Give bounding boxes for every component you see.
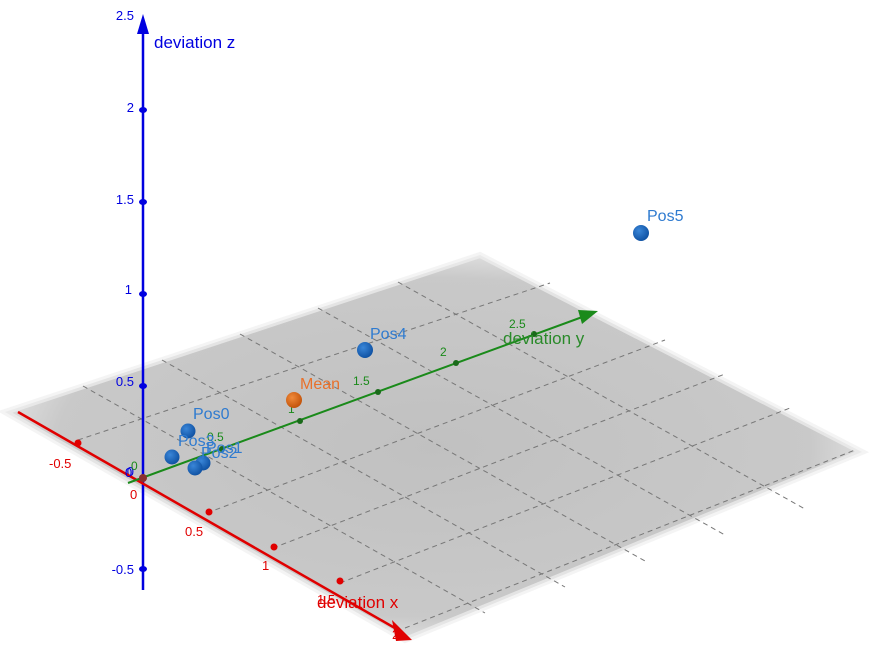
y-tick-label: 0.5 xyxy=(207,430,224,444)
point-pos5[interactable] xyxy=(633,225,649,241)
y-axis-arrow-icon xyxy=(578,310,598,324)
x-axis-label: deviation x xyxy=(317,593,399,612)
point-label-pos1: Pos1 xyxy=(206,440,243,457)
z-tick-label: 1.5 xyxy=(116,192,134,207)
grid-lines xyxy=(77,281,856,629)
z-axis-label: deviation z xyxy=(154,33,235,52)
z-tick-label: 2.5 xyxy=(116,8,134,23)
y-axis: 0 0.5 1 1.5 2 2.5 deviation y xyxy=(127,310,598,484)
y-tick-label: 2.5 xyxy=(509,317,526,331)
z-tick-label: -0.5 xyxy=(112,562,134,577)
z-tick-label: 1 xyxy=(125,282,132,297)
point-pos3[interactable] xyxy=(164,449,180,465)
z-tick-label: 0 xyxy=(127,464,134,479)
z-axis-arrow-icon xyxy=(137,14,149,34)
point-label-pos2: Pos2 xyxy=(201,445,238,462)
y-tick-label: 1 xyxy=(288,402,295,416)
z-tick-label: 2 xyxy=(127,100,134,115)
z-axis: -0.5 0 0.5 1 1.5 2 2.5 deviation z xyxy=(112,8,235,590)
y-axis-label: deviation y xyxy=(503,329,585,348)
x-tick-label: 1 xyxy=(262,558,269,573)
point-pos4[interactable] xyxy=(357,342,373,358)
point-label-pos4: Pos4 xyxy=(370,326,407,343)
point-pos0[interactable] xyxy=(180,423,196,439)
x-tick-label: 1.5 xyxy=(317,592,335,607)
x-tick-label: -0.5 xyxy=(49,456,71,471)
point-label-pos0: Pos0 xyxy=(193,406,230,423)
y-tick-label: 1.5 xyxy=(353,374,370,388)
z-tick-label: 0.5 xyxy=(116,374,134,389)
x-tick-label: 2 xyxy=(392,627,399,642)
x-tick-label: 0 xyxy=(130,487,137,502)
point-label-mean: Mean xyxy=(300,376,340,393)
point-label-pos3: Pos3 xyxy=(178,433,215,450)
z-origin-label: 0 xyxy=(125,465,132,480)
point-label-pos5: Pos5 xyxy=(647,208,684,225)
data-points xyxy=(164,225,649,476)
y-tick-label: 0 xyxy=(131,459,138,473)
x-tick-label: 0.5 xyxy=(185,524,203,539)
origin-point xyxy=(139,474,147,482)
x-axis-arrow-icon xyxy=(392,620,412,641)
point-pos2[interactable] xyxy=(187,460,203,476)
y-tick-label: 2 xyxy=(440,345,447,359)
x-axis: -0.5 0 0.5 1 1.5 2 deviation x xyxy=(17,410,412,642)
point-mean[interactable] xyxy=(286,392,302,408)
xy-plane xyxy=(0,251,870,644)
